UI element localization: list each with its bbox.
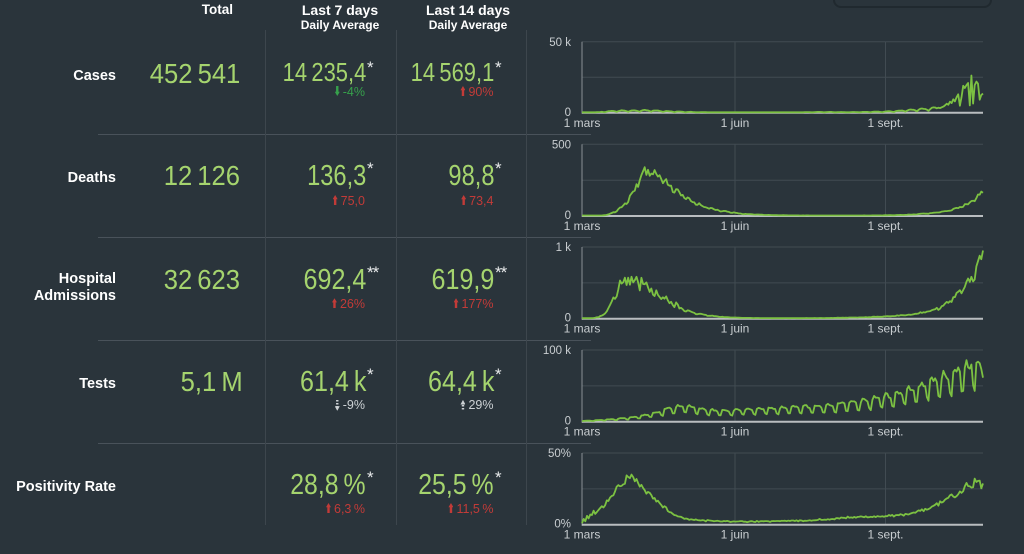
svg-text:1 juin: 1 juin [721,219,750,233]
svg-text:1 mars: 1 mars [564,528,601,542]
svg-text:1 sept.: 1 sept. [867,116,903,130]
svg-text:1 mars: 1 mars [564,219,601,233]
svg-text:1 sept.: 1 sept. [867,219,903,233]
svg-text:100 k: 100 k [543,345,571,357]
svg-text:0: 0 [565,416,571,428]
svg-text:500: 500 [552,139,571,151]
svg-text:1 mars: 1 mars [564,116,601,130]
svg-text:0: 0 [565,313,571,325]
svg-text:0: 0 [565,107,571,119]
svg-text:1 juin: 1 juin [721,116,750,130]
svg-text:1 sept.: 1 sept. [867,425,903,439]
svg-text:50 k: 50 k [549,37,571,49]
svg-text:1 sept.: 1 sept. [867,322,903,336]
svg-text:1 juin: 1 juin [721,425,750,439]
svg-text:0: 0 [565,210,571,222]
svg-text:50%: 50% [548,448,571,460]
svg-text:1 sept.: 1 sept. [867,528,903,542]
svg-text:1 mars: 1 mars [564,322,601,336]
svg-text:1 k: 1 k [556,242,572,254]
svg-text:1 mars: 1 mars [564,425,601,439]
svg-text:1 juin: 1 juin [721,322,750,336]
svg-text:0%: 0% [554,519,571,531]
svg-text:1 juin: 1 juin [721,528,750,542]
